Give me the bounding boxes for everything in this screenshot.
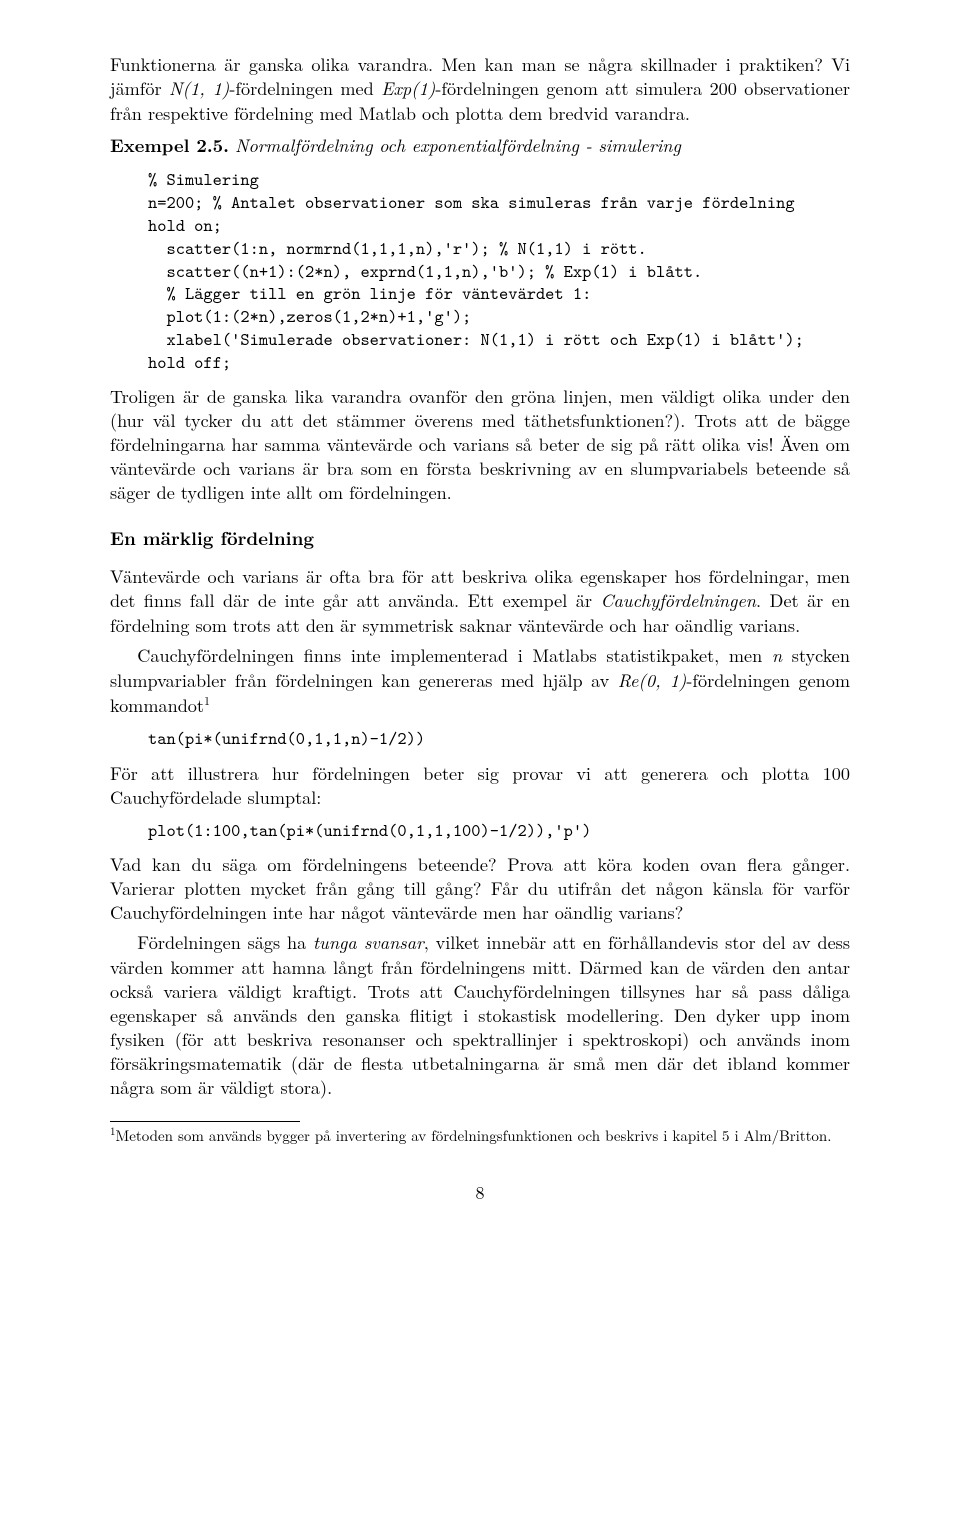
paragraph-comparison: Troligen är de ganska lika varandra ovan… <box>110 384 850 504</box>
code-block-simulation: % Simulering n=200; % Antalet observatio… <box>148 168 850 374</box>
math-re01: Re(0, 1) <box>618 668 687 693</box>
footnote-rule <box>110 1121 300 1122</box>
example-heading: Exempel 2.5. Normalfördelning och expone… <box>110 133 850 158</box>
section-heading: En märklig fördelning <box>110 526 850 550</box>
para7-a: Fördelningen sägs ha <box>137 929 313 955</box>
example-title: Normalfördelning och exponentialfördelni… <box>235 133 681 158</box>
paragraph-heavy-tails: Fördelningen sägs ha tunga svansar, vilk… <box>110 930 850 1099</box>
footnote-marker: 1 <box>204 692 210 709</box>
para4-a: Cauchyfördelningen finns inte implemente… <box>137 642 772 668</box>
para7-b: , vilket innebär att en förhållandevis s… <box>110 929 850 1100</box>
paragraph-cauchy-intro: Väntevärde och varians är ofta bra för a… <box>110 564 850 637</box>
math-n: n <box>772 643 782 668</box>
paragraph-cauchy-generate: Cauchyfördelningen finns inte implemente… <box>110 643 850 717</box>
code-tan-n: tan(pi*(unifrnd(0,1,1,n)-1/2)) <box>148 727 850 750</box>
footnote-text: 1Metoden som används bygger på inverteri… <box>110 1125 850 1145</box>
code-plot-100: plot(1:100,tan(pi*(unifrnd(0,1,1,100)-1/… <box>148 819 850 842</box>
page-number: 8 <box>110 1181 850 1205</box>
paragraph-plot-intro: För att illustrera hur fördelningen bete… <box>110 761 850 809</box>
page-container: Funktionerna är ganska olika varandra. M… <box>0 0 960 1245</box>
cauchy-name: Cauchyfördelningen <box>600 588 756 613</box>
math-n11: N(1, 1) <box>169 76 229 101</box>
example-label: Exempel 2.5. <box>110 132 229 158</box>
intro-paragraph: Funktionerna är ganska olika varandra. M… <box>110 52 850 125</box>
footnote-body: Metoden som används bygger på inverterin… <box>116 1125 832 1146</box>
math-exp1: Exp(1) <box>381 76 435 101</box>
paragraph-questions: Vad kan du säga om fördelningens beteend… <box>110 852 850 924</box>
tunga-svansar: tunga svansar <box>313 930 424 955</box>
intro-text-b: -fördelningen med <box>229 75 381 101</box>
